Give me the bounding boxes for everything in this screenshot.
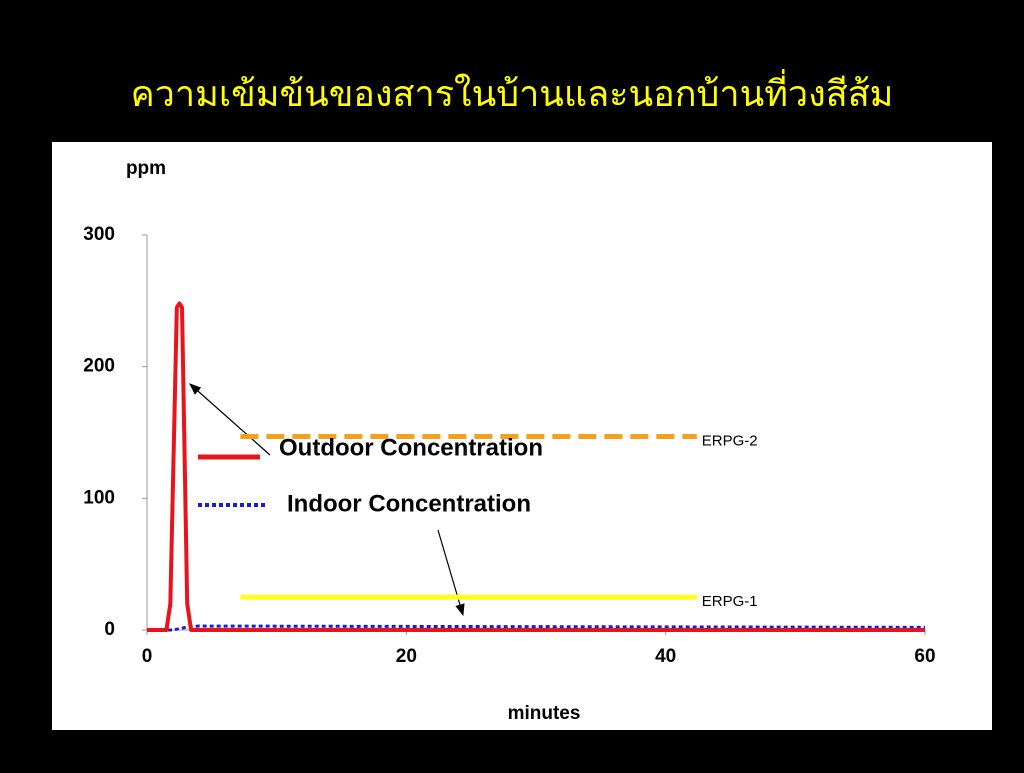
y-axis-label: ppm xyxy=(126,158,166,179)
x-tick-label: 40 xyxy=(655,646,676,667)
annotation-arrow xyxy=(189,383,271,456)
y-tick-label: 0 xyxy=(104,619,115,640)
y-tick-label: 200 xyxy=(83,356,115,377)
y-tick-label: 300 xyxy=(83,224,115,245)
legend-label: Outdoor Concentration xyxy=(279,434,543,461)
legend-label: Indoor Concentration xyxy=(287,490,531,517)
reference-label: ERPG-1 xyxy=(702,593,758,610)
slide-title: ความเข้มข้นของสารในบ้านและนอกบ้านที่วงสี… xyxy=(131,69,894,115)
x-tick-label: 60 xyxy=(914,646,935,667)
reference-label: ERPG-2 xyxy=(702,432,758,449)
y-tick-label: 100 xyxy=(83,487,115,508)
x-axis-label: minutes xyxy=(508,703,581,724)
x-tick-label: 0 xyxy=(142,646,153,667)
x-tick-label: 20 xyxy=(396,646,417,667)
annotation-arrow xyxy=(437,529,465,617)
series-line xyxy=(147,301,925,632)
